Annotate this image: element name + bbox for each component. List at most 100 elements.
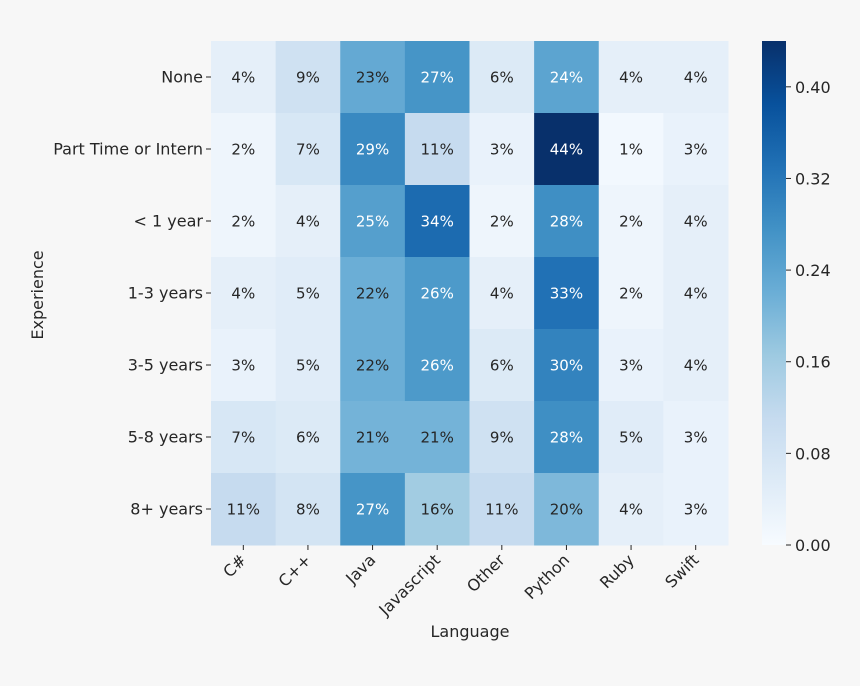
heatmap-cell xyxy=(340,329,406,402)
cell-annotation: 3% xyxy=(684,141,708,159)
cell-annotation: 8% xyxy=(296,501,320,519)
cell-annotation: 3% xyxy=(231,357,255,375)
heatmap-cell xyxy=(534,257,600,330)
colorbar-tick-label: 0.24 xyxy=(795,261,831,280)
colorbar-ticks: 0.00 0.08 0.16 0.24 0.32 0.40 xyxy=(786,78,831,555)
heatmap-cell xyxy=(340,257,406,330)
y-tick-label: 1-3 years xyxy=(128,284,203,303)
heatmap-cell xyxy=(598,257,664,330)
cell-annotation: 26% xyxy=(421,357,454,375)
cell-annotation: 5% xyxy=(296,357,320,375)
heatmap-cell xyxy=(211,329,277,402)
cell-annotation: 6% xyxy=(490,69,514,87)
cell-annotation: 30% xyxy=(550,357,583,375)
y-tick-label: < 1 year xyxy=(134,212,204,231)
cell-annotation: 1% xyxy=(619,141,643,159)
x-tick-label: C# xyxy=(219,550,250,581)
heatmap-cell xyxy=(534,113,600,186)
heatmap-cell xyxy=(211,257,277,330)
cell-annotation: 6% xyxy=(296,429,320,447)
cell-annotation: 22% xyxy=(356,357,389,375)
heatmap-cell xyxy=(534,329,600,402)
cell-annotation: 9% xyxy=(296,69,320,87)
colorbar-tick-label: 0.32 xyxy=(795,169,831,188)
heatmap-cell xyxy=(211,473,277,546)
heatmap-cell xyxy=(404,41,470,114)
heatmap-cell xyxy=(211,185,277,258)
x-tick-label: Javascript xyxy=(374,550,444,620)
cell-annotation: 9% xyxy=(490,429,514,447)
cell-annotation: 24% xyxy=(550,69,583,87)
cell-annotation: 22% xyxy=(356,285,389,303)
cell-annotation: 11% xyxy=(227,501,260,519)
colorbar: 0.00 0.08 0.16 0.24 0.32 0.40 xyxy=(762,41,831,555)
heatmap-cell xyxy=(469,41,535,114)
heatmap-cell xyxy=(469,113,535,186)
cell-annotation: 23% xyxy=(356,69,389,87)
cell-annotation: 4% xyxy=(490,285,514,303)
cell-annotation: 11% xyxy=(485,501,518,519)
cell-annotation: 4% xyxy=(684,213,708,231)
cell-annotation: 4% xyxy=(684,357,708,375)
cell-annotation: 3% xyxy=(490,141,514,159)
cell-annotation: 34% xyxy=(421,213,454,231)
cell-annotation: 44% xyxy=(550,141,583,159)
cell-annotation: 25% xyxy=(356,213,389,231)
cell-annotation: 4% xyxy=(684,69,708,87)
heatmap-cell xyxy=(469,329,535,402)
cell-annotation: 33% xyxy=(550,285,583,303)
heatmap-cell xyxy=(404,185,470,258)
cell-annotation: 4% xyxy=(619,69,643,87)
y-tick-label: 5-8 years xyxy=(128,428,203,447)
colorbar-tick-label: 0.16 xyxy=(795,353,831,372)
x-axis-label: Language xyxy=(431,622,510,641)
heatmap-cell xyxy=(598,401,664,474)
y-tick-label: 3-5 years xyxy=(128,356,203,375)
cell-annotation: 5% xyxy=(619,429,643,447)
heatmap-cell xyxy=(340,185,406,258)
cell-annotation: 26% xyxy=(421,285,454,303)
heatmap-cell xyxy=(663,473,729,546)
heatmap-cell xyxy=(211,41,277,114)
colorbar-tick-label: 0.08 xyxy=(795,444,831,463)
heatmap-cell xyxy=(404,401,470,474)
x-tick-label: C++ xyxy=(274,550,314,590)
heatmap-cell xyxy=(598,113,664,186)
heatmap-cells xyxy=(211,41,729,546)
heatmap-cell xyxy=(211,113,277,186)
heatmap-cell xyxy=(340,41,406,114)
heatmap-cell xyxy=(404,329,470,402)
cell-annotation: 28% xyxy=(550,213,583,231)
cell-annotation: 3% xyxy=(684,501,708,519)
heatmap-cell xyxy=(275,113,341,186)
heatmap-cell xyxy=(469,185,535,258)
heatmap-cell xyxy=(404,257,470,330)
x-tick-label: Other xyxy=(463,550,509,596)
y-axis-label: Experience xyxy=(28,250,47,339)
y-tick-label: None xyxy=(161,68,203,87)
heatmap-cell xyxy=(534,473,600,546)
heatmap-cell xyxy=(275,257,341,330)
y-tick-label: 8+ years xyxy=(130,500,203,519)
heatmap-cell xyxy=(663,113,729,186)
cell-annotation: 27% xyxy=(421,69,454,87)
cell-annotation: 2% xyxy=(619,213,643,231)
cell-annotation: 21% xyxy=(421,429,454,447)
cell-annotation: 3% xyxy=(619,357,643,375)
heatmap-cell xyxy=(275,401,341,474)
cell-annotation: 2% xyxy=(619,285,643,303)
x-tick-label: Python xyxy=(521,550,574,603)
cell-annotation: 4% xyxy=(296,213,320,231)
heatmap-cell xyxy=(598,41,664,114)
heatmap-cell xyxy=(598,185,664,258)
cell-annotation: 16% xyxy=(421,501,454,519)
cell-annotation: 7% xyxy=(231,429,255,447)
cell-annotation: 2% xyxy=(490,213,514,231)
heatmap-cell xyxy=(469,401,535,474)
colorbar-tick-label: 0.00 xyxy=(795,536,831,555)
heatmap-cell xyxy=(534,41,600,114)
heatmap-cell xyxy=(340,401,406,474)
cell-annotation: 2% xyxy=(231,141,255,159)
cell-annotations: 4% 9% 23% 27% 6% 24% 4% 4% 2% 7% 29% 11% 3% 44% 1% 3% 2%… xyxy=(227,69,708,519)
heatmap-cell xyxy=(598,329,664,402)
